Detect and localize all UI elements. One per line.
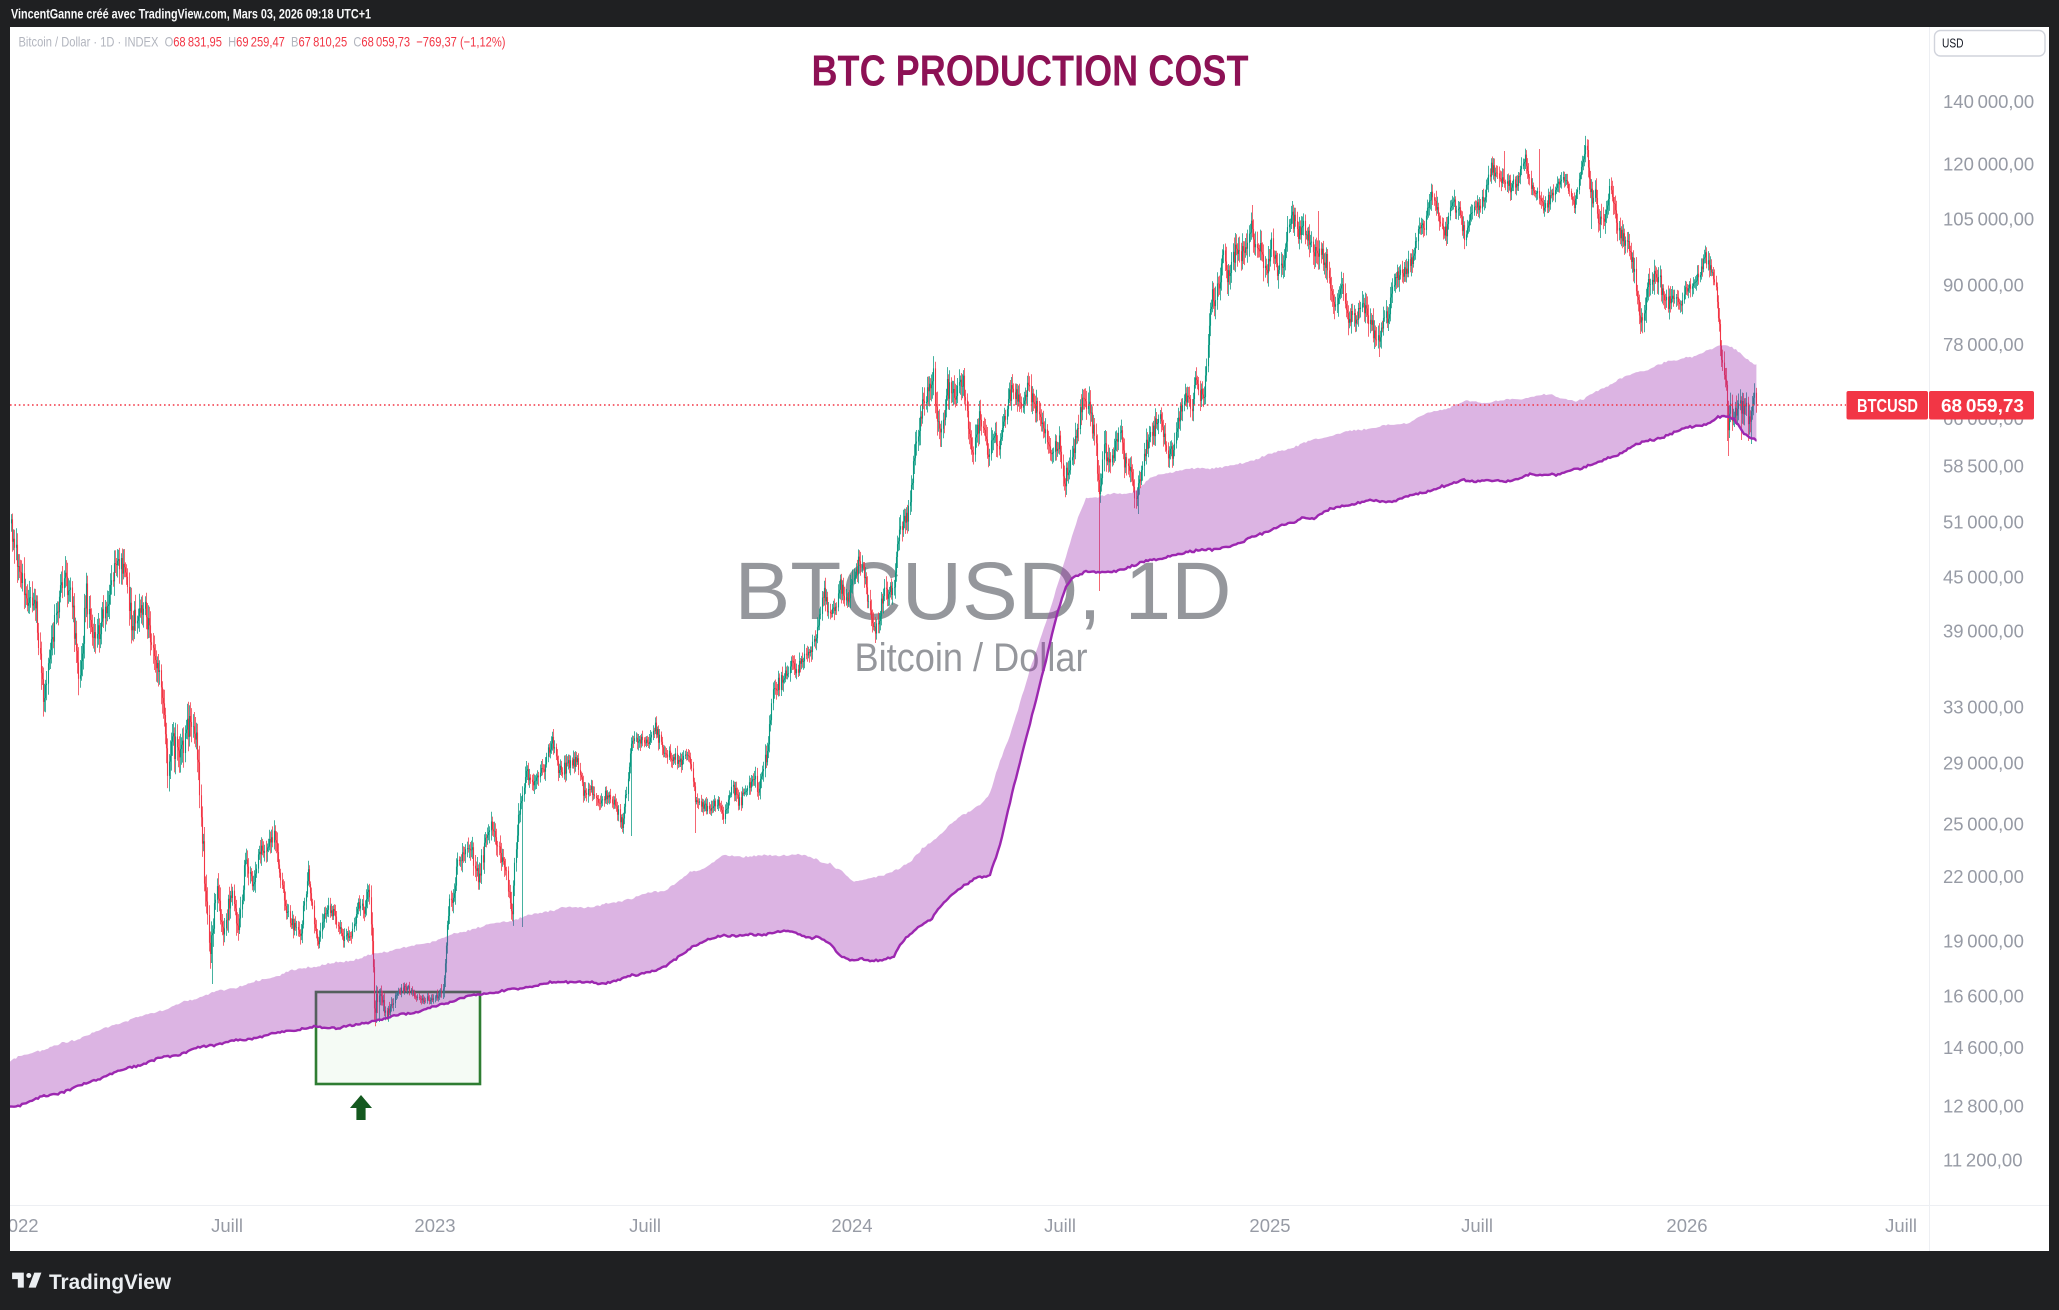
svg-text:2025: 2025	[1249, 1215, 1290, 1236]
svg-text:Juill: Juill	[1461, 1215, 1493, 1236]
svg-text:25 000,00: 25 000,00	[1943, 814, 2024, 835]
svg-text:11 200,00: 11 200,00	[1943, 1150, 2023, 1171]
svg-text:2026: 2026	[1666, 1215, 1707, 1236]
svg-text:45 000,00: 45 000,00	[1943, 567, 2024, 588]
svg-text:16 600,00: 16 600,00	[1943, 986, 2024, 1007]
svg-text:90 000,00: 90 000,00	[1943, 275, 2024, 296]
svg-text:78 000,00: 78 000,00	[1943, 334, 2024, 355]
svg-text:VincentGanne créé avec Trading: VincentGanne créé avec TradingView.com, …	[11, 6, 371, 22]
svg-text:19 000,00: 19 000,00	[1943, 931, 2024, 952]
svg-text:33 000,00: 33 000,00	[1943, 697, 2024, 718]
svg-text:Juill: Juill	[629, 1215, 661, 1236]
svg-text:Juill: Juill	[1044, 1215, 1076, 1236]
svg-text:22 000,00: 22 000,00	[1943, 866, 2024, 887]
svg-text:BTCUSD: BTCUSD	[1857, 395, 1918, 416]
svg-text:Juill: Juill	[1885, 1215, 1917, 1236]
svg-text:14 600,00: 14 600,00	[1943, 1037, 2024, 1058]
svg-text:68 059,73: 68 059,73	[1941, 395, 2024, 416]
svg-text:29 000,00: 29 000,00	[1943, 753, 2024, 774]
svg-text:140 000,00: 140 000,00	[1943, 91, 2034, 112]
svg-text:2023: 2023	[414, 1215, 455, 1236]
svg-text:Bitcoin / Dollar · 1D · INDEX: Bitcoin / Dollar · 1D · INDEX O68 831,95…	[19, 34, 506, 50]
svg-text:Juill: Juill	[211, 1215, 243, 1236]
svg-text:105 000,00: 105 000,00	[1943, 209, 2034, 230]
svg-text:BTC PRODUCTION COST: BTC PRODUCTION COST	[812, 47, 1249, 96]
svg-text:TradingView: TradingView	[49, 1270, 171, 1294]
svg-text:12 800,00: 12 800,00	[1943, 1096, 2024, 1117]
svg-text:120 000,00: 120 000,00	[1943, 154, 2034, 175]
svg-text:58 500,00: 58 500,00	[1943, 456, 2024, 477]
svg-text:USD: USD	[1942, 36, 1964, 51]
svg-text:39 000,00: 39 000,00	[1943, 621, 2024, 642]
svg-text:2024: 2024	[831, 1215, 872, 1236]
svg-text:51 000,00: 51 000,00	[1943, 512, 2024, 533]
svg-text:Bitcoin / Dollar: Bitcoin / Dollar	[855, 636, 1088, 680]
